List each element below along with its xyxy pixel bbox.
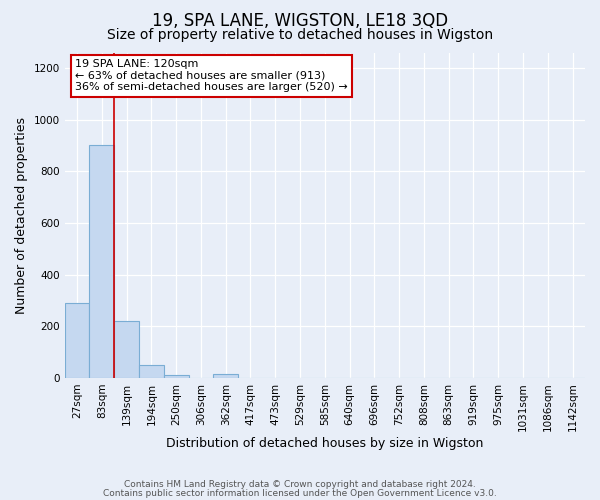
Bar: [114, 321, 139, 378]
Y-axis label: Number of detached properties: Number of detached properties: [15, 116, 28, 314]
Bar: [65, 303, 89, 378]
Bar: [164, 376, 188, 378]
Text: 19 SPA LANE: 120sqm
← 63% of detached houses are smaller (913)
36% of semi-detac: 19 SPA LANE: 120sqm ← 63% of detached ho…: [75, 59, 348, 92]
Text: Contains HM Land Registry data © Crown copyright and database right 2024.: Contains HM Land Registry data © Crown c…: [124, 480, 476, 489]
Text: 19, SPA LANE, WIGSTON, LE18 3QD: 19, SPA LANE, WIGSTON, LE18 3QD: [152, 12, 448, 30]
Text: Contains public sector information licensed under the Open Government Licence v3: Contains public sector information licen…: [103, 489, 497, 498]
X-axis label: Distribution of detached houses by size in Wigston: Distribution of detached houses by size …: [166, 437, 484, 450]
Text: Size of property relative to detached houses in Wigston: Size of property relative to detached ho…: [107, 28, 493, 42]
Bar: [139, 365, 164, 378]
Bar: [89, 146, 114, 378]
Bar: [214, 374, 238, 378]
